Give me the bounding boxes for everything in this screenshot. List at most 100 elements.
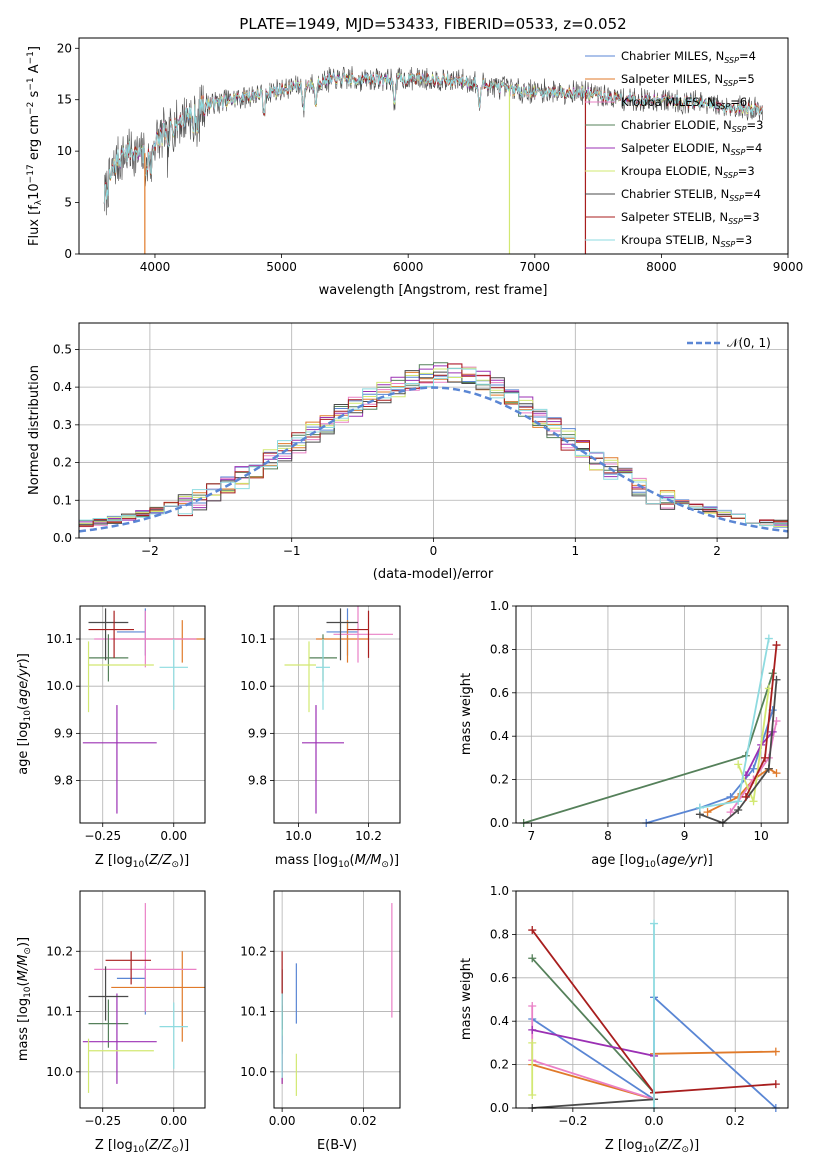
ytick-label: 0.0	[490, 816, 509, 830]
mass-weight-marker	[734, 760, 743, 769]
mass-weight-marker	[734, 797, 743, 806]
ytick-label: 0.5	[53, 342, 72, 356]
weight-age-xlabel: age [log10(age/yr)]	[591, 853, 713, 870]
age-z-panel: −0.25 0.009.89.910.010.1 Z [log10(Z/Z⊙)] …	[16, 605, 206, 870]
xtick-label: −0.25	[84, 1114, 121, 1128]
ytick-label: 0.3	[53, 418, 72, 432]
legend-entry: Chabrier MILES, NSSP=4	[621, 49, 756, 65]
xtick-label: −0.25	[84, 829, 121, 843]
legend-entry: Salpeter MILES, NSSP=5	[621, 72, 755, 88]
ytick-label: 1.0	[490, 884, 509, 898]
ytick-label: 10.0	[240, 679, 267, 693]
ytick-label: 10.1	[240, 632, 267, 646]
xtick-label: 7000	[520, 260, 551, 274]
age-mass-frame	[273, 605, 401, 824]
age-z-xlabel: Z [log10(Z/Z⊙)]	[95, 853, 189, 870]
xtick-label: 0.00	[160, 1114, 187, 1128]
legend-entry: Kroupa ELODIE, NSSP=3	[621, 164, 755, 180]
mass-z-frame	[79, 890, 206, 1109]
xtick-label: 10	[754, 829, 769, 843]
legend-entry: Kroupa MILES, NSSP=6	[621, 95, 747, 111]
mass-weight-marker	[726, 792, 735, 801]
mass-z-panel: −0.25 0.00 10.0 10.1 10.2 Z [log10(Z/Z⊙)] ma…	[16, 890, 206, 1155]
ytick-label: 10.0	[46, 1065, 73, 1079]
ytick-label: 9.8	[54, 774, 73, 788]
xtick-label: 9000	[773, 260, 804, 274]
xtick-label: 4000	[140, 260, 171, 274]
mass-weight-marker	[528, 954, 537, 963]
ytick-label: 10.1	[46, 632, 73, 646]
mass-weight-marker	[695, 803, 704, 812]
xtick-label: 1	[571, 544, 579, 558]
xtick-label: 0.02	[350, 1114, 377, 1128]
weight-age-panel: 7 8 9 10 0.0 0.2 0.4 0.6 0.8 1.0 age [log10(age/y…	[459, 599, 789, 870]
xtick-label: −2	[141, 544, 159, 558]
ytick-label: 9.9	[248, 726, 267, 740]
xtick-label: −0.2	[558, 1114, 587, 1128]
mass-weight-line	[532, 1029, 655, 1057]
weight-age-ylabel: mass weight	[459, 673, 474, 755]
mass-weight-marker	[703, 808, 712, 817]
mass-weight-line	[729, 720, 778, 813]
spectrum-xlabel: wavelength [Angstrom, rest frame]	[319, 283, 548, 298]
ytick-label: 20	[57, 41, 72, 55]
xtick-label: 5000	[266, 260, 297, 274]
mass-weight-line	[532, 1098, 655, 1109]
mass-weight-line	[531, 957, 655, 1094]
age-z-frame	[79, 605, 206, 824]
mass-weight-marker	[734, 805, 743, 814]
mass-ebv-xlabel: E(B-V)	[317, 1138, 357, 1153]
spectrum-ylabel: Flux [fλ10−17 erg cm−2 s−1 A−1]	[26, 46, 44, 246]
ytick-label: 10.1	[46, 1005, 73, 1019]
gaussian-legend-label: 𝒩(0, 1)	[727, 336, 771, 350]
legend-entry: Chabrier ELODIE, NSSP=3	[621, 118, 763, 134]
ytick-label: 0.4	[490, 729, 509, 743]
legend-entry: Chabrier STELIB, NSSP=4	[621, 187, 761, 203]
ytick-label: 5	[64, 196, 72, 210]
ytick-label: 0.2	[53, 456, 72, 470]
ytick-label: 0.2	[490, 773, 509, 787]
xtick-label: 0.00	[269, 1114, 296, 1128]
ytick-label: 10.0	[46, 679, 73, 693]
legend-entry: Salpeter ELODIE, NSSP=4	[621, 141, 762, 157]
mass-weight-marker	[741, 792, 750, 801]
mass-weight-marker	[726, 808, 735, 817]
spectrum-panel: 4000 5000 6000 7000 8000 9000 0 5 10 15 20 PLATE=1…	[26, 15, 803, 298]
ytick-label: 10.2	[46, 944, 73, 958]
ytick-label: 0.8	[490, 927, 509, 941]
mass-weight-marker	[528, 1038, 537, 1047]
xtick-label: 7	[528, 829, 536, 843]
mass-weight-marker	[772, 641, 781, 650]
age-mass-panel: 10.0 10.2 9.8 9.9 10.0 10.1 mass [log10(M/M⊙)…	[240, 605, 401, 870]
xtick-label: 0.00	[160, 829, 187, 843]
spectrum-frame	[78, 37, 789, 255]
mass-weight-marker	[771, 1080, 780, 1089]
xtick-label: 10.0	[285, 829, 312, 843]
weight-z-ylabel: mass weight	[459, 958, 474, 1040]
ytick-label: 15	[57, 93, 72, 107]
xtick-label: 8	[604, 829, 612, 843]
residuals-xlabel: (data-model)/error	[373, 567, 494, 582]
ytick-label: 9.8	[248, 774, 267, 788]
mass-z-xlabel: Z [log10(Z/Z⊙)]	[95, 1138, 189, 1155]
ytick-label: 0.1	[53, 493, 72, 507]
xtick-label: 10.2	[355, 829, 382, 843]
ytick-label: 9.9	[54, 726, 73, 740]
ytick-label: 0.2	[490, 1058, 509, 1072]
xtick-label: 2	[713, 544, 721, 558]
mass-weight-marker	[771, 1047, 780, 1056]
ytick-label: 10.0	[240, 1065, 267, 1079]
mass-weight-marker	[528, 926, 537, 935]
residual-histogram	[79, 367, 788, 527]
mass-weight-marker	[528, 1002, 537, 1011]
xtick-label: 0.0	[644, 1114, 663, 1128]
ytick-label: 10.1	[240, 1005, 267, 1019]
legend-entry: Salpeter STELIB, NSSP=3	[621, 210, 760, 226]
mass-weight-marker	[749, 764, 758, 773]
mass-weight-marker	[528, 1025, 537, 1034]
ytick-label: 0.0	[53, 531, 72, 545]
mass-weight-marker	[749, 797, 758, 806]
mass-weight-marker	[650, 919, 659, 928]
mass-ebv-frame	[273, 890, 401, 1109]
